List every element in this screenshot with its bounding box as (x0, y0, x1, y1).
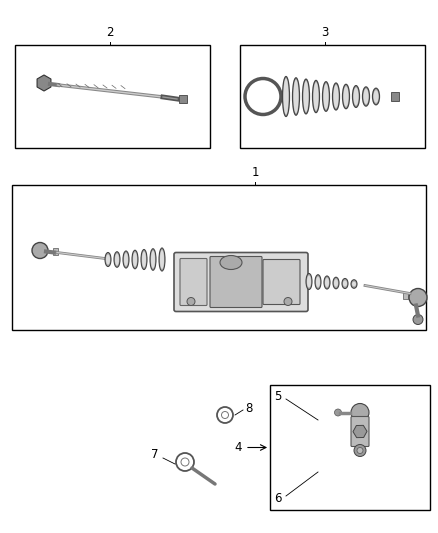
Ellipse shape (372, 88, 379, 105)
Ellipse shape (106, 254, 110, 264)
Text: 6: 6 (274, 491, 282, 505)
FancyBboxPatch shape (174, 253, 308, 311)
FancyBboxPatch shape (351, 416, 369, 447)
Ellipse shape (124, 253, 128, 266)
Circle shape (357, 448, 363, 454)
Bar (12, 185, 426, 330)
Ellipse shape (303, 79, 310, 114)
Ellipse shape (325, 278, 329, 287)
Text: 2: 2 (106, 26, 114, 39)
FancyBboxPatch shape (180, 259, 207, 305)
Ellipse shape (141, 249, 147, 270)
Ellipse shape (132, 251, 138, 269)
Ellipse shape (160, 250, 164, 269)
FancyBboxPatch shape (210, 256, 262, 308)
Ellipse shape (159, 248, 165, 271)
Ellipse shape (316, 277, 320, 287)
Bar (179, 95, 187, 103)
Text: 4: 4 (234, 441, 242, 454)
Circle shape (187, 297, 195, 305)
Ellipse shape (333, 277, 339, 289)
Ellipse shape (343, 280, 347, 287)
Ellipse shape (151, 251, 155, 268)
Ellipse shape (220, 255, 242, 270)
Bar (403, 292, 408, 298)
Ellipse shape (332, 83, 339, 110)
Ellipse shape (315, 274, 321, 289)
Text: 7: 7 (151, 448, 159, 462)
Ellipse shape (351, 280, 357, 288)
Circle shape (335, 409, 342, 416)
Bar (15, 45, 210, 148)
Ellipse shape (314, 83, 318, 111)
Ellipse shape (105, 253, 111, 266)
Ellipse shape (307, 276, 311, 287)
Bar (391, 92, 399, 101)
Ellipse shape (133, 252, 137, 266)
Bar (53, 247, 58, 254)
Ellipse shape (352, 282, 356, 286)
Ellipse shape (283, 78, 289, 115)
Ellipse shape (374, 90, 378, 103)
Bar (270, 385, 430, 510)
Ellipse shape (115, 254, 119, 265)
Ellipse shape (306, 273, 312, 289)
Ellipse shape (343, 84, 350, 109)
Ellipse shape (342, 279, 348, 288)
Ellipse shape (142, 252, 146, 268)
Circle shape (354, 445, 366, 456)
Text: 1: 1 (251, 166, 259, 179)
Text: 8: 8 (245, 401, 252, 415)
FancyBboxPatch shape (263, 260, 300, 304)
Ellipse shape (293, 78, 300, 115)
Ellipse shape (353, 87, 358, 106)
Circle shape (409, 288, 427, 306)
Ellipse shape (150, 249, 156, 270)
Ellipse shape (324, 84, 328, 109)
Ellipse shape (293, 80, 299, 113)
Ellipse shape (343, 86, 349, 107)
Text: 3: 3 (321, 26, 328, 39)
Ellipse shape (334, 279, 338, 287)
Ellipse shape (123, 251, 129, 268)
Ellipse shape (322, 82, 329, 111)
Circle shape (32, 243, 48, 259)
Circle shape (284, 297, 292, 305)
Bar (240, 45, 425, 148)
Circle shape (413, 314, 423, 325)
Text: 5: 5 (274, 391, 282, 403)
Ellipse shape (364, 89, 368, 104)
Circle shape (351, 403, 369, 422)
Ellipse shape (312, 80, 319, 112)
Ellipse shape (324, 276, 330, 289)
Ellipse shape (363, 87, 370, 106)
Ellipse shape (333, 85, 339, 108)
Ellipse shape (283, 77, 290, 117)
Ellipse shape (353, 86, 360, 108)
Ellipse shape (304, 81, 308, 112)
Ellipse shape (114, 252, 120, 267)
